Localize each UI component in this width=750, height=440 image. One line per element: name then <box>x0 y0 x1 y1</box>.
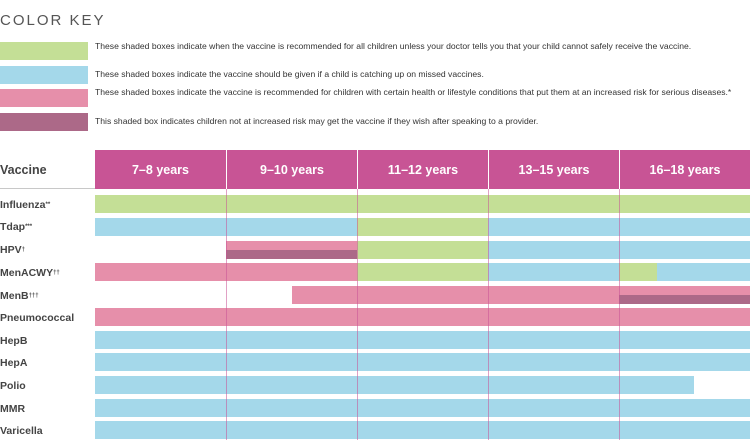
vaccine-label-polio: Polio <box>0 380 26 392</box>
vaccine-label-hepa: HepA <box>0 357 28 369</box>
key-text: These shaded boxes indicate when the vac… <box>95 41 692 51</box>
age-header-7-8: 7–8 years <box>95 150 226 189</box>
swatch-pink <box>0 89 88 107</box>
vaccine-label-hpv: HPV† <box>0 244 25 256</box>
vaccine-label-menb: MenB††† <box>0 290 39 302</box>
vaccine-label-mmr: MMR <box>0 403 26 415</box>
vaccine-label-influenza: Influenza** <box>0 199 51 211</box>
age-header-11-12: 11–12 years <box>357 150 488 189</box>
swatch-purple <box>0 113 88 131</box>
swatch-blue <box>0 66 88 84</box>
column-divider <box>357 189 358 440</box>
key-text: This shaded box indicates children not a… <box>95 116 539 126</box>
vaccine-column-header: Vaccine <box>0 163 47 177</box>
vaccine-label-menacwy: MenACWY†† <box>0 267 60 279</box>
bar-hpv-high-risk <box>226 241 357 250</box>
bar-tdap-recommended <box>357 218 488 236</box>
swatch-green <box>0 42 88 60</box>
vaccine-label-tdap: Tdap*** <box>0 221 33 233</box>
column-divider <box>488 189 489 440</box>
color-key-title: COLOR KEY <box>0 12 106 29</box>
header-divider <box>0 188 95 189</box>
bar-hpv-recommended <box>357 241 488 259</box>
key-text: These shaded boxes indicate the vaccine … <box>95 87 732 97</box>
age-header-16-18: 16–18 years <box>619 150 750 189</box>
bar-menacwy-recommended <box>357 263 488 281</box>
bar-menacwy-booster <box>619 263 657 281</box>
bar-mmr-catch-up <box>95 399 750 417</box>
bar-varicella-catch-up <box>95 421 750 439</box>
bar-menb-optional <box>619 295 750 304</box>
bar-influenza-recommended <box>95 195 750 213</box>
bar-menacwy-catch-up <box>488 263 619 281</box>
vaccine-label-pneumococcal: Pneumococcal <box>0 312 75 324</box>
column-divider <box>619 189 620 440</box>
bar-hepb-catch-up <box>95 331 750 349</box>
key-text: These shaded boxes indicate the vaccine … <box>95 69 484 79</box>
column-divider <box>226 189 227 440</box>
bar-polio-catch-up <box>95 376 694 394</box>
vaccine-label-varicella: Varicella <box>0 425 43 437</box>
age-header-13-15: 13–15 years <box>488 150 619 189</box>
bar-hepa-catch-up <box>95 353 750 371</box>
age-header-9-10: 9–10 years <box>226 150 357 189</box>
bar-hpv-optional <box>226 250 357 259</box>
vaccine-label-hepb: HepB <box>0 335 28 347</box>
bar-menacwy-catch-up-late <box>657 263 750 281</box>
bar-pneumococcal-high-risk <box>95 308 750 326</box>
